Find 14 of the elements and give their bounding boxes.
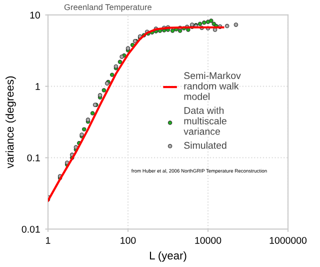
y-tick-label: 0.1 (27, 154, 40, 162)
legend-label: Semi-Markov random walk model (184, 72, 241, 100)
legend-label: Data with multiscale variance (184, 106, 226, 135)
y-tick-label: 1 (36, 83, 40, 90)
x-axis-title: L (year) (150, 251, 186, 262)
x-tick-label: 10000 (195, 236, 222, 244)
y-tick-label: 0.01 (22, 226, 40, 233)
y-tick-label: 10 (30, 12, 40, 19)
x-tick-label: 1 (46, 237, 50, 244)
legend-label: Simulated (184, 142, 226, 149)
x-tick-label: 1000000 (270, 236, 307, 244)
chart-title: Greenland Temperature (64, 4, 152, 12)
y-axis-title: variance (degrees) (6, 76, 16, 168)
x-tick-label: 100 (120, 236, 136, 244)
